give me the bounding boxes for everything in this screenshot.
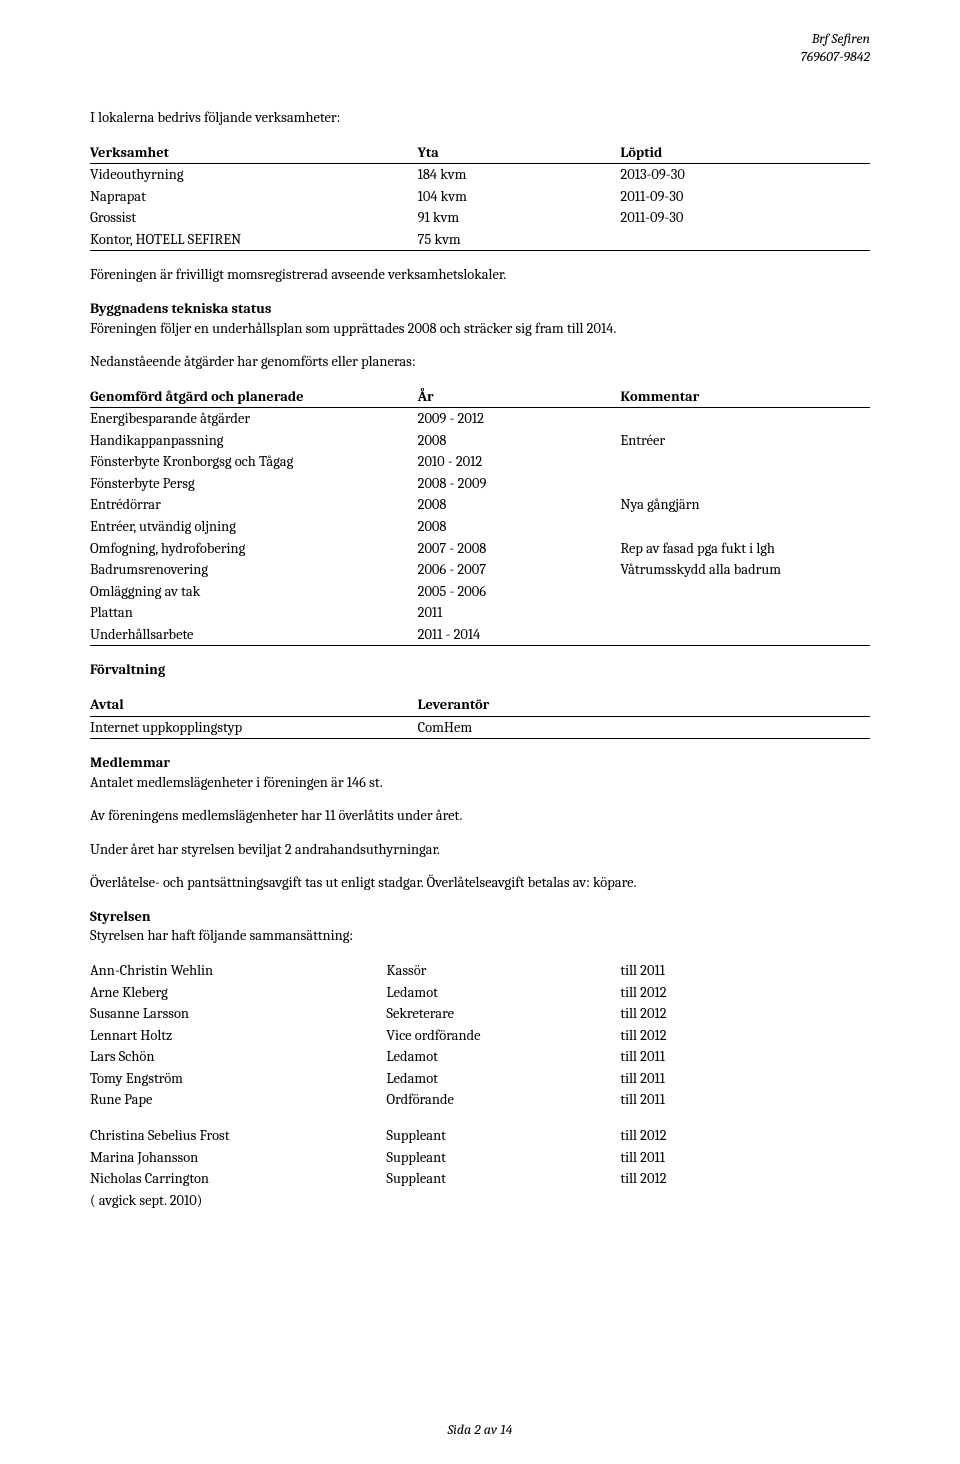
table-row: Grossist 91 kvm 2011-09-30: [90, 207, 870, 229]
table-header-row: Genomförd åtgärd och planerade År Kommen…: [90, 386, 870, 408]
medlemmar-p2: Av föreningens medlemslägenheter har 11 …: [90, 806, 870, 826]
col-comment: Kommentar: [620, 386, 870, 408]
table-row: Entréer, utvändig oljning2008: [90, 516, 870, 538]
styrelsen-members-table: Ann-Christin WehlinKassörtill 2011 Arne …: [90, 960, 870, 1111]
page-footer: Sida 2 av 14: [0, 1421, 960, 1438]
table-row: Badrumsrenovering2006 - 2007Våtrumsskydd…: [90, 559, 870, 581]
table-row: Omläggning av tak2005 - 2006: [90, 581, 870, 603]
table-header-row: Avtal Leverantör: [90, 694, 870, 716]
forvaltning-heading: Förvaltning: [90, 660, 870, 680]
table-row: Marina JohanssonSuppleanttill 2011: [90, 1147, 870, 1169]
col-verksamhet: Verksamhet: [90, 142, 418, 164]
table-row: Fönsterbyte Kronborgsg och Tågag2010 - 2…: [90, 451, 870, 473]
table-row: Handikappanpassning2008Entréer: [90, 430, 870, 452]
org-name: Brf Sefiren: [801, 30, 870, 48]
byggnad-note: Nedanståeende åtgärder har genomförts el…: [90, 352, 870, 372]
table-row: Fönsterbyte Persg2008 - 2009: [90, 473, 870, 495]
table-row: Kontor, HOTELL SEFIREN 75 kvm: [90, 229, 870, 251]
col-year: År: [418, 386, 621, 408]
org-number: 769607-9842: [801, 48, 870, 66]
col-leverantor: Leverantör: [418, 694, 870, 716]
table-row: Omfogning, hydrofobering2007 - 2008Rep a…: [90, 538, 870, 560]
col-action: Genomförd åtgärd och planerade: [90, 386, 418, 408]
table-row: Rune PapeOrdförandetill 2011: [90, 1089, 870, 1111]
medlemmar-p3: Under året har styrelsen beviljat 2 andr…: [90, 840, 870, 860]
styrelsen-heading: Styrelsen: [90, 908, 151, 925]
medlemmar-p4: Överlåtelse- och pantsättningsavgift tas…: [90, 873, 870, 893]
lokaler-note: Föreningen är frivilligt momsregistrerad…: [90, 265, 870, 285]
table-row: Tomy EngströmLedamottill 2011: [90, 1068, 870, 1090]
page-content: I lokalerna bedrivs följande verksamhete…: [90, 108, 870, 1211]
table-row: Nicholas CarringtonSuppleanttill 2012: [90, 1168, 870, 1190]
byggnad-heading: Byggnadens tekniska status: [90, 300, 271, 317]
table-row: Videouthyrning 184 kvm 2013-09-30: [90, 164, 870, 186]
table-row: Ann-Christin WehlinKassörtill 2011: [90, 960, 870, 982]
table-row: Energibesparande åtgärder2009 - 2012: [90, 408, 870, 430]
col-yta: Yta: [418, 142, 621, 164]
document-page: Brf Sefiren 769607-9842 I lokalerna bedr…: [0, 0, 960, 1464]
table-row: Entrédörrar2008Nya gångjärn: [90, 494, 870, 516]
table-row: Christina Sebelius FrostSuppleanttill 20…: [90, 1125, 870, 1147]
lokaler-table: Verksamhet Yta Löptid Videouthyrning 184…: [90, 142, 870, 252]
table-row: Lars SchönLedamottill 2011: [90, 1046, 870, 1068]
forvaltning-table: Avtal Leverantör Internet uppkopplingsty…: [90, 694, 870, 739]
table-row: Lennart HoltzVice ordförandetill 2012: [90, 1025, 870, 1047]
page-header: Brf Sefiren 769607-9842: [801, 30, 870, 66]
styrelsen-deputies-table: Christina Sebelius FrostSuppleanttill 20…: [90, 1125, 870, 1211]
byggnad-block: Byggnadens tekniska status Föreningen fö…: [90, 299, 870, 338]
table-row: Underhållsarbete2011 - 2014: [90, 624, 870, 646]
actions-table: Genomförd åtgärd och planerade År Kommen…: [90, 386, 870, 647]
col-loptid: Löptid: [620, 142, 870, 164]
table-row: Internet uppkopplingstyp ComHem: [90, 716, 870, 739]
styrelsen-intro: Styrelsen har haft följande sammansättni…: [90, 927, 353, 944]
medlemmar-heading: Medlemmar: [90, 754, 170, 771]
medlemmar-block: Medlemmar Antalet medlemslägenheter i fö…: [90, 753, 870, 792]
table-row: Naprapat 104 kvm 2011-09-30: [90, 186, 870, 208]
lokaler-intro: I lokalerna bedrivs följande verksamhete…: [90, 108, 870, 128]
table-row: Arne KlebergLedamottill 2012: [90, 982, 870, 1004]
table-header-row: Verksamhet Yta Löptid: [90, 142, 870, 164]
table-row: Susanne LarssonSekreteraretill 2012: [90, 1003, 870, 1025]
table-row: ( avgick sept. 2010): [90, 1190, 870, 1212]
page-number: Sida 2 av 14: [447, 1421, 512, 1438]
styrelsen-block: Styrelsen Styrelsen har haft följande sa…: [90, 907, 870, 946]
medlemmar-p1: Antalet medlemslägenheter i föreningen ä…: [90, 774, 383, 791]
col-avtal: Avtal: [90, 694, 418, 716]
byggnad-text: Föreningen följer en underhållsplan som …: [90, 320, 616, 337]
table-row: Plattan2011: [90, 602, 870, 624]
